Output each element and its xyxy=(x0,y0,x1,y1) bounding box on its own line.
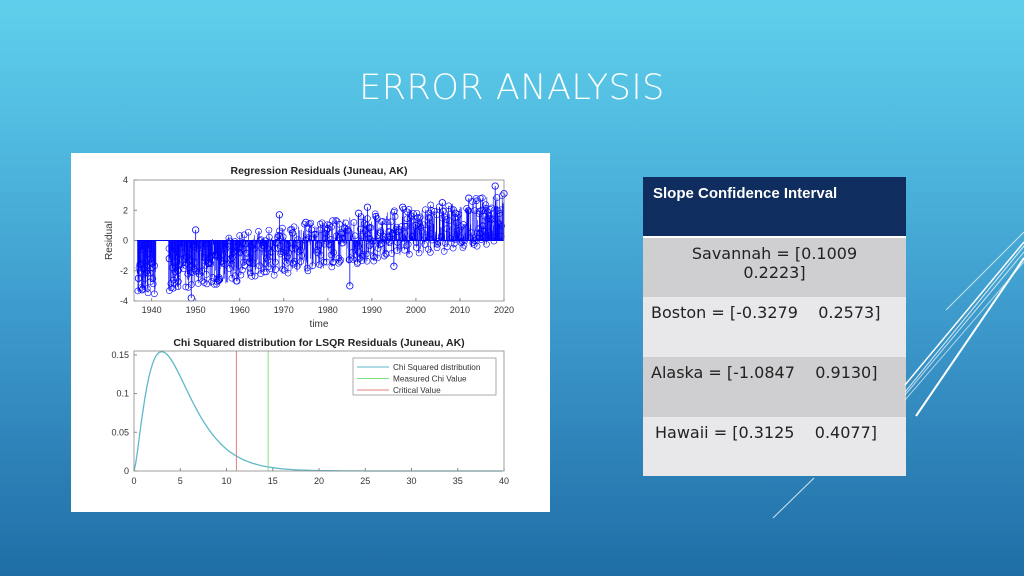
svg-text:0: 0 xyxy=(123,236,128,246)
row-text: Alaska = [-1.0847 0.9130] xyxy=(651,363,878,382)
row-text: Boston = [-0.3279 0.2573] xyxy=(651,303,881,322)
svg-text:1970: 1970 xyxy=(274,305,294,315)
slide-title: ERROR ANALYSIS xyxy=(359,68,665,108)
svg-text:5: 5 xyxy=(178,476,183,486)
svg-text:Residual: Residual xyxy=(104,221,115,260)
svg-text:40: 40 xyxy=(499,476,509,486)
matlab-figure: Regression Residuals (Juneau, AK) -4 -2 0 2 4… xyxy=(71,153,550,512)
svg-text:4: 4 xyxy=(123,175,128,185)
svg-text:10: 10 xyxy=(221,476,231,486)
svg-text:0.05: 0.05 xyxy=(111,427,129,437)
row-text-line2: 0.2223] xyxy=(743,263,806,282)
table-row-hawaii: Hawaii = [0.3125 0.4077] xyxy=(643,417,906,476)
svg-text:Chi Squared distribution for L: Chi Squared distribution for LSQR Residu… xyxy=(173,337,464,349)
svg-text:0: 0 xyxy=(124,466,129,476)
svg-text:25: 25 xyxy=(360,476,370,486)
svg-text:1980: 1980 xyxy=(318,305,338,315)
svg-text:30: 30 xyxy=(406,476,416,486)
table-row-alaska: Alaska = [-1.0847 0.9130] xyxy=(643,357,906,417)
figure-canvas: Regression Residuals (Juneau, AK) -4 -2 0 2 4… xyxy=(104,165,514,486)
svg-text:Regression Residuals (Juneau,: Regression Residuals (Juneau, AK) xyxy=(231,165,408,177)
svg-text:2020: 2020 xyxy=(494,305,514,315)
svg-text:1940: 1940 xyxy=(142,305,162,315)
svg-text:15: 15 xyxy=(268,476,278,486)
svg-text:0.1: 0.1 xyxy=(116,389,129,399)
svg-text:Critical Value: Critical Value xyxy=(393,386,441,395)
svg-text:0: 0 xyxy=(131,476,136,486)
row-text-line1: Savannah = [0.1009 xyxy=(691,244,858,263)
svg-text:35: 35 xyxy=(453,476,463,486)
svg-text:1950: 1950 xyxy=(186,305,206,315)
svg-text:2: 2 xyxy=(123,205,128,215)
slope-confidence-table: Slope Confidence Interval Savannah = [0.… xyxy=(643,177,906,476)
svg-text:1960: 1960 xyxy=(230,305,250,315)
table-row-savannah: Savannah = [0.1009 0.2223] xyxy=(643,238,906,297)
svg-text:1990: 1990 xyxy=(362,305,382,315)
table-header: Slope Confidence Interval xyxy=(643,177,906,238)
svg-text:2010: 2010 xyxy=(450,305,470,315)
svg-text:-4: -4 xyxy=(120,296,128,306)
svg-text:Chi Squared distribution: Chi Squared distribution xyxy=(393,363,481,372)
row-text: Hawaii = [0.3125 0.4077] xyxy=(655,423,877,442)
svg-text:20: 20 xyxy=(314,476,324,486)
svg-text:0.15: 0.15 xyxy=(111,350,129,360)
table-row-boston: Boston = [-0.3279 0.2573] xyxy=(643,297,906,357)
svg-text:Measured Chi Value: Measured Chi Value xyxy=(393,375,467,384)
svg-text:-2: -2 xyxy=(120,266,128,276)
svg-text:2000: 2000 xyxy=(406,305,426,315)
svg-text:time: time xyxy=(310,319,329,330)
